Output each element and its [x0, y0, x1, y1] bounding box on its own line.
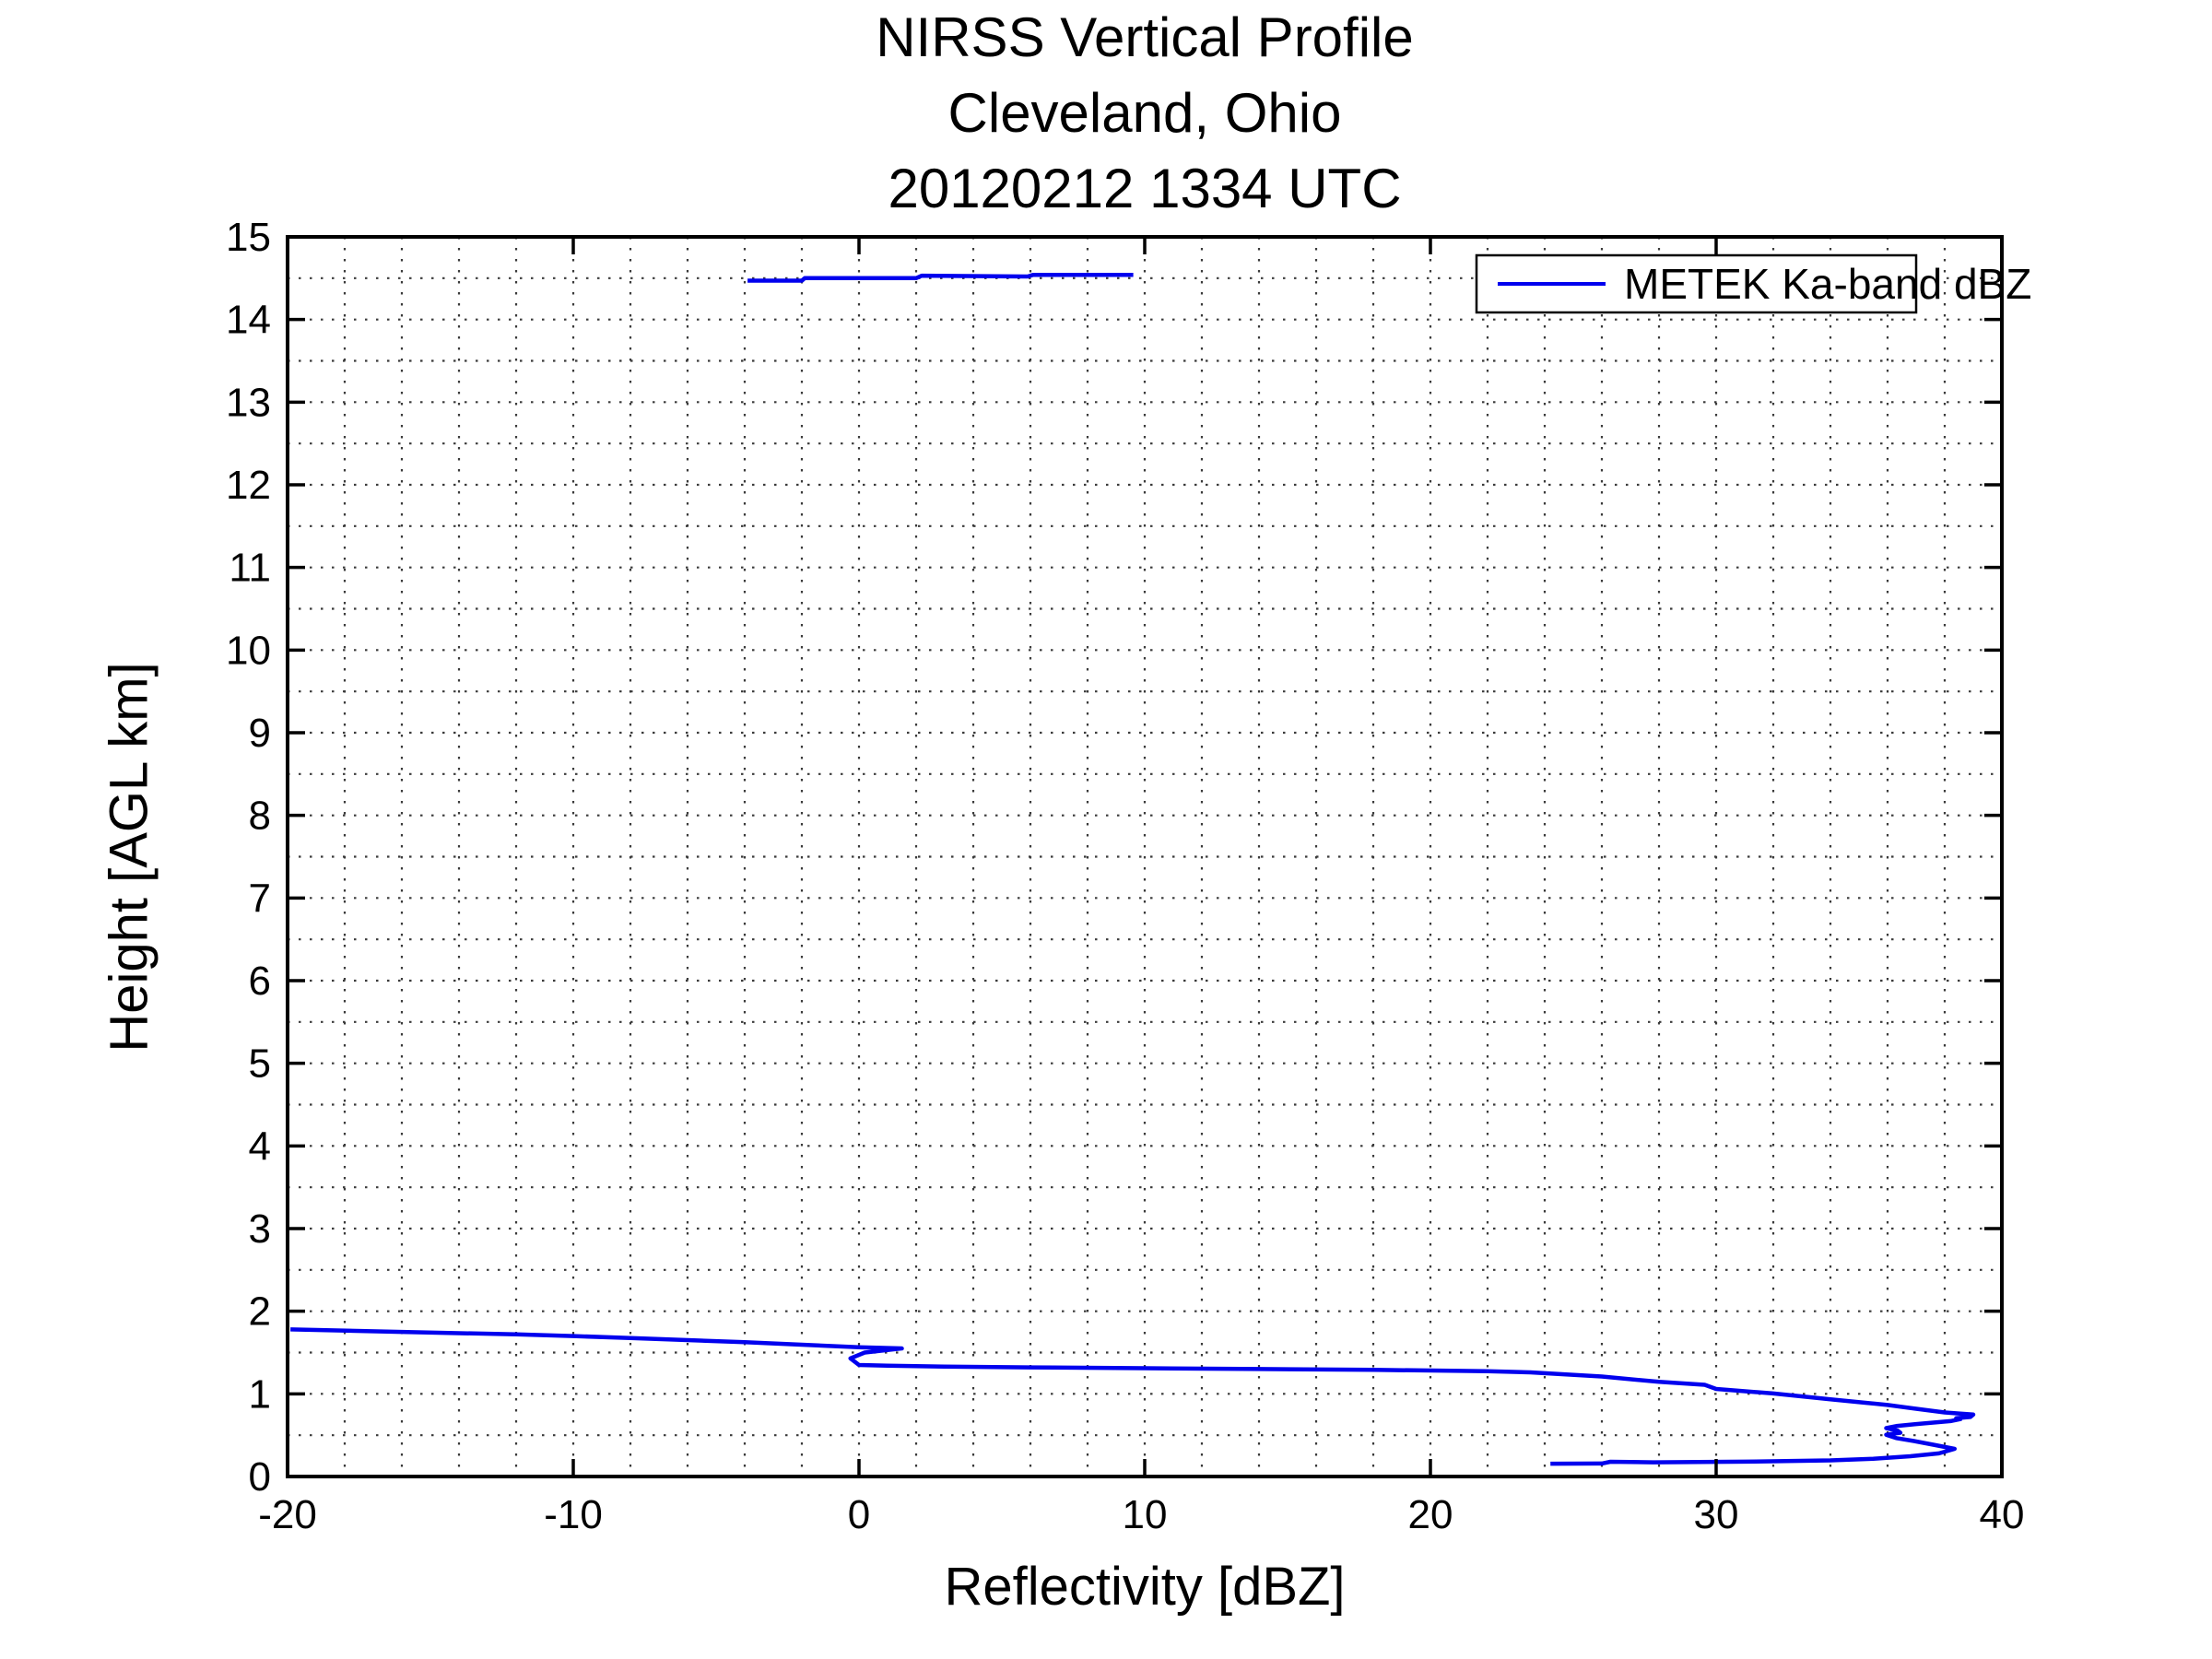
x-tick-label: 20 — [1408, 1492, 1453, 1537]
chart-title-line-2: Cleveland, Ohio — [947, 82, 1342, 144]
x-tick-label: 30 — [1694, 1492, 1739, 1537]
y-tick-label: 3 — [249, 1206, 271, 1252]
legend: METEK Ka-band dBZ — [1475, 253, 2031, 314]
y-tick-label: 0 — [249, 1454, 271, 1500]
data-series-layer — [290, 272, 1976, 1466]
x-tick-label: 40 — [1980, 1492, 2025, 1537]
y-tick-label: 10 — [226, 628, 271, 673]
y-tick-label: 5 — [249, 1041, 271, 1087]
y-tick-label: 12 — [226, 463, 271, 508]
legend-label: METEK Ka-band dBZ — [1624, 260, 2031, 308]
cloud-layer-line — [747, 272, 1134, 283]
y-tick-label: 15 — [226, 215, 271, 260]
x-axis-label: Reflectivity [dBZ] — [944, 1557, 1346, 1617]
y-tick-label: 1 — [249, 1371, 271, 1417]
legend-box — [1475, 253, 1918, 314]
x-tick-label: 0 — [848, 1492, 870, 1537]
reflectivity-profile-line — [290, 1327, 1976, 1466]
y-tick-label: 13 — [226, 380, 271, 425]
y-tick-label: 14 — [226, 298, 271, 343]
chart-title-block: NIRSS Vertical Profile Cleveland, Ohio 2… — [288, 0, 2002, 227]
y-tick-label: 9 — [249, 711, 271, 756]
y-tick-label: 11 — [229, 546, 271, 591]
chart-title-line-3: 20120212 1334 UTC — [888, 158, 1402, 219]
y-axis-label: Height [AGL km] — [99, 662, 159, 1053]
x-tick-label: 10 — [1123, 1492, 1168, 1537]
y-tick-label: 4 — [249, 1124, 271, 1169]
y-tick-label: 7 — [249, 876, 271, 921]
y-tick-label: 8 — [249, 794, 271, 839]
grid-layer — [286, 235, 2004, 1478]
y-tick-label: 2 — [249, 1289, 271, 1335]
y-tick-label: 6 — [249, 959, 271, 1004]
x-tick-label: -10 — [544, 1492, 603, 1537]
x-tick-label: -20 — [258, 1492, 317, 1537]
chart-title-line-1: NIRSS Vertical Profile — [876, 6, 1414, 68]
